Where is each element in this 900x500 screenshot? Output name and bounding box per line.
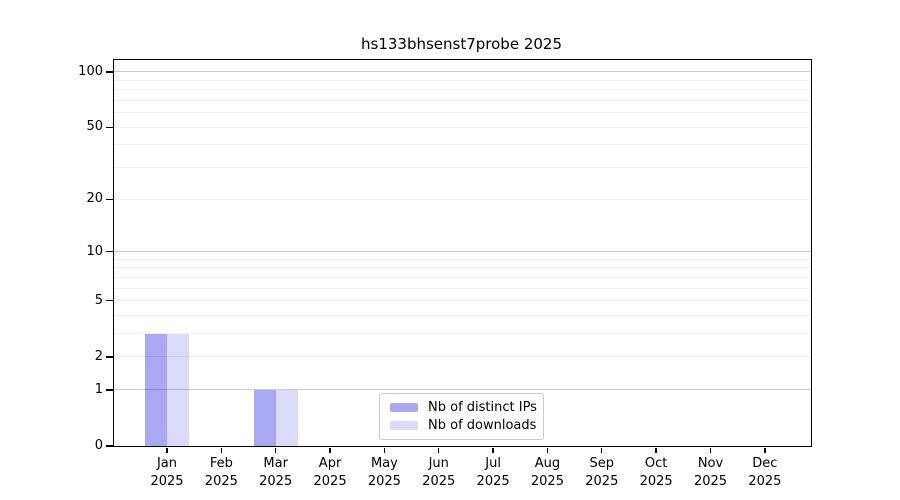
x-tick-label: Jan 2025 [135,455,199,490]
legend-item: Nb of downloads [390,416,537,434]
gridline [114,198,811,200]
y-tick-label: 10 [86,243,103,259]
gridline [114,71,811,73]
x-tick-year: 2025 [367,473,401,489]
x-tick-mark [329,447,331,453]
x-tick-year: 2025 [476,473,510,489]
x-tick-year: 2025 [693,473,728,489]
plot-area: Nb of distinct IPs Nb of downloads 0 1 2 5 10… [78,59,812,489]
x-tick-month: Nov [697,456,724,471]
gridline [114,389,811,391]
chart-title: hs133bhsenst7probe 2025 [361,35,562,53]
gridline [114,258,811,260]
y-tick-label: 50 [86,119,103,135]
bar [253,389,276,446]
x-tick-month: Feb [209,456,233,471]
x-tick-year: 2025 [313,473,347,489]
x-tick-month: Apr [318,456,342,471]
gridline [114,126,811,128]
x-tick-label: Oct 2025 [624,455,688,490]
y-tick-mark [105,126,113,128]
x-tick-year: 2025 [639,473,673,489]
y-tick-mark [105,356,113,358]
x-tick-label: Aug 2025 [515,455,579,490]
gridline [114,144,811,146]
x-tick-month: Dec [752,456,778,471]
bar [275,389,298,446]
y-tick-label: 0 [94,438,103,453]
y-tick-label: 20 [86,191,103,207]
x-tick-year: 2025 [150,473,184,489]
y-tick-mark [105,198,113,200]
y-tick-label: 1 [94,381,103,397]
gridline [114,251,811,253]
gridline [114,300,811,302]
x-tick-label: Apr 2025 [298,455,362,490]
x-tick-label: Nov 2025 [679,455,743,490]
gridline [114,315,811,317]
x-tick-label: Jun 2025 [407,455,471,490]
x-tick-mark [709,447,712,453]
gridline [114,79,811,81]
x-tick-mark [655,447,657,453]
x-tick-label: May 2025 [352,455,416,490]
x-tick-label: Feb 2025 [189,455,253,490]
x-tick-label: Sep 2025 [570,455,634,490]
x-tick-mark [601,447,603,453]
y-tick-label: 2 [94,348,103,364]
legend-swatch [390,420,418,430]
gridline [114,287,811,289]
gridline [114,99,811,101]
x-tick-mark [438,447,440,453]
x-tick-month: May [370,456,398,471]
x-tick-label: Mar 2025 [244,455,308,490]
gridline [114,356,811,358]
gridline [114,333,811,335]
x-tick-month: Jun [428,456,449,471]
y-tick-mark [105,389,113,391]
x-tick-mark [275,447,277,453]
y-tick-mark [105,71,113,73]
x-tick-month: Jul [485,456,501,471]
x-tick-mark [764,447,766,453]
gridline [114,276,811,278]
y-tick-mark [105,300,113,302]
legend-swatch [390,402,418,412]
gridline [114,167,811,169]
x-tick-year: 2025 [204,473,238,489]
legend-label: Nb of downloads [428,417,537,433]
gridline [114,267,811,269]
x-tick-month: Sep [589,456,615,471]
x-tick-mark [383,447,386,453]
gridline [114,112,811,114]
x-tick-mark [166,447,168,453]
x-tick-year: 2025 [585,473,619,489]
bar [167,333,189,446]
x-tick-year: 2025 [748,473,782,489]
x-tick-year: 2025 [259,473,293,489]
bar [145,333,167,446]
x-tick-year: 2025 [422,473,456,489]
x-tick-month: Aug [534,456,561,471]
gridline [114,89,811,91]
legend-label: Nb of distinct IPs [428,399,537,415]
x-tick-mark [492,447,494,453]
x-tick-mark [546,447,549,453]
legend: Nb of distinct IPs Nb of downloads [379,393,544,440]
x-tick-label: Dec 2025 [733,455,797,490]
y-tick-label: 100 [78,63,103,79]
x-tick-month: Oct [644,456,668,471]
x-tick-year: 2025 [530,473,564,489]
y-tick-mark [105,445,113,447]
x-tick-mark [220,447,223,453]
x-tick-label: Jul 2025 [461,455,525,490]
y-tick-mark [105,250,113,253]
legend-item: Nb of distinct IPs [390,398,537,416]
y-tick-label: 5 [94,292,103,308]
x-tick-month: Jan [156,456,178,471]
x-tick-month: Mar [263,456,288,471]
